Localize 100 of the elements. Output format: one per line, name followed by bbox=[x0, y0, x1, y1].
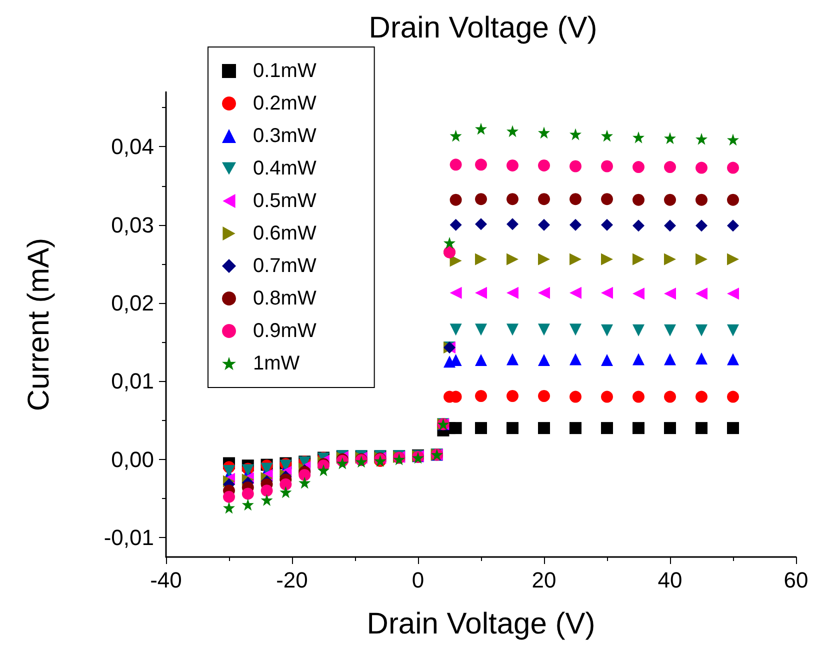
point bbox=[280, 486, 292, 498]
legend-label: 0.1mW bbox=[253, 60, 316, 82]
legend-label: 0.9mW bbox=[253, 320, 316, 342]
point bbox=[696, 194, 708, 206]
point bbox=[696, 162, 708, 174]
x-tick-label: -20 bbox=[276, 568, 308, 592]
point bbox=[632, 288, 644, 300]
point bbox=[696, 132, 708, 145]
point bbox=[601, 253, 613, 266]
point bbox=[601, 422, 613, 434]
point bbox=[632, 422, 644, 434]
point bbox=[664, 161, 676, 174]
point bbox=[632, 253, 644, 266]
point bbox=[223, 490, 235, 503]
point bbox=[450, 324, 462, 336]
point bbox=[280, 478, 292, 490]
point bbox=[664, 253, 676, 266]
point bbox=[260, 484, 273, 497]
point bbox=[538, 126, 550, 139]
point bbox=[570, 422, 582, 434]
point bbox=[727, 390, 739, 403]
point bbox=[570, 324, 582, 336]
x-tick-label: 0 bbox=[412, 568, 424, 592]
point bbox=[727, 134, 739, 146]
point bbox=[538, 390, 550, 402]
point bbox=[506, 125, 518, 138]
legend-label: 0.6mW bbox=[253, 222, 316, 244]
point bbox=[632, 161, 644, 174]
y-tick-label: 0,04 bbox=[111, 134, 154, 160]
point bbox=[242, 488, 254, 500]
point bbox=[727, 220, 739, 232]
point bbox=[696, 288, 708, 300]
point bbox=[601, 354, 613, 366]
point bbox=[696, 390, 708, 403]
point bbox=[538, 324, 550, 336]
point bbox=[506, 159, 518, 172]
point bbox=[664, 194, 676, 206]
point bbox=[570, 160, 582, 172]
point bbox=[506, 286, 518, 299]
point bbox=[450, 286, 462, 299]
point bbox=[444, 236, 456, 249]
y-axis-title: Current (mA) bbox=[22, 238, 56, 412]
point bbox=[506, 324, 518, 336]
point bbox=[475, 122, 487, 135]
y-tick-label: 0,00 bbox=[111, 446, 154, 472]
point bbox=[538, 193, 550, 206]
point bbox=[475, 354, 487, 366]
chart-title: Drain Voltage (V) bbox=[368, 12, 598, 44]
y-tick-label: 0,02 bbox=[111, 290, 154, 316]
point bbox=[450, 218, 462, 231]
point bbox=[570, 353, 582, 366]
point bbox=[664, 422, 676, 434]
point bbox=[506, 422, 518, 434]
point bbox=[727, 324, 739, 336]
x-tick-label: 60 bbox=[784, 568, 808, 592]
point bbox=[475, 158, 487, 171]
point bbox=[601, 193, 613, 206]
point bbox=[632, 131, 644, 144]
x-tick-label: 40 bbox=[658, 568, 682, 592]
point bbox=[475, 390, 487, 402]
point bbox=[538, 422, 550, 434]
point bbox=[450, 158, 462, 171]
point bbox=[475, 324, 487, 336]
point bbox=[450, 194, 462, 206]
y-tick-label: -0,01 bbox=[104, 524, 154, 550]
point bbox=[632, 194, 644, 206]
point bbox=[664, 353, 676, 366]
point bbox=[475, 218, 487, 230]
y-tick-label: 0,03 bbox=[111, 212, 154, 238]
point bbox=[601, 160, 613, 172]
point bbox=[223, 502, 235, 514]
point bbox=[506, 253, 518, 266]
point bbox=[475, 286, 487, 299]
legend-label: 0.3mW bbox=[253, 125, 316, 147]
point bbox=[506, 193, 518, 206]
point bbox=[632, 220, 644, 232]
legend-label: 1mW bbox=[253, 352, 300, 374]
point bbox=[664, 288, 676, 300]
point bbox=[223, 465, 235, 478]
point bbox=[538, 253, 550, 266]
point bbox=[696, 220, 708, 232]
point bbox=[570, 286, 582, 299]
point bbox=[570, 390, 582, 403]
point bbox=[664, 132, 676, 144]
point bbox=[727, 353, 739, 366]
point bbox=[242, 498, 254, 511]
point bbox=[601, 390, 613, 403]
point bbox=[570, 218, 582, 231]
point bbox=[298, 468, 311, 481]
point bbox=[538, 159, 550, 172]
point bbox=[664, 220, 676, 232]
point bbox=[475, 422, 487, 434]
point bbox=[727, 422, 739, 434]
point bbox=[450, 422, 462, 434]
x-axis-title: Drain Voltage (V) bbox=[366, 608, 596, 640]
point bbox=[538, 286, 550, 299]
point bbox=[475, 193, 487, 206]
legend-label: 0.2mW bbox=[253, 92, 316, 114]
point bbox=[601, 324, 613, 336]
point bbox=[506, 390, 518, 402]
